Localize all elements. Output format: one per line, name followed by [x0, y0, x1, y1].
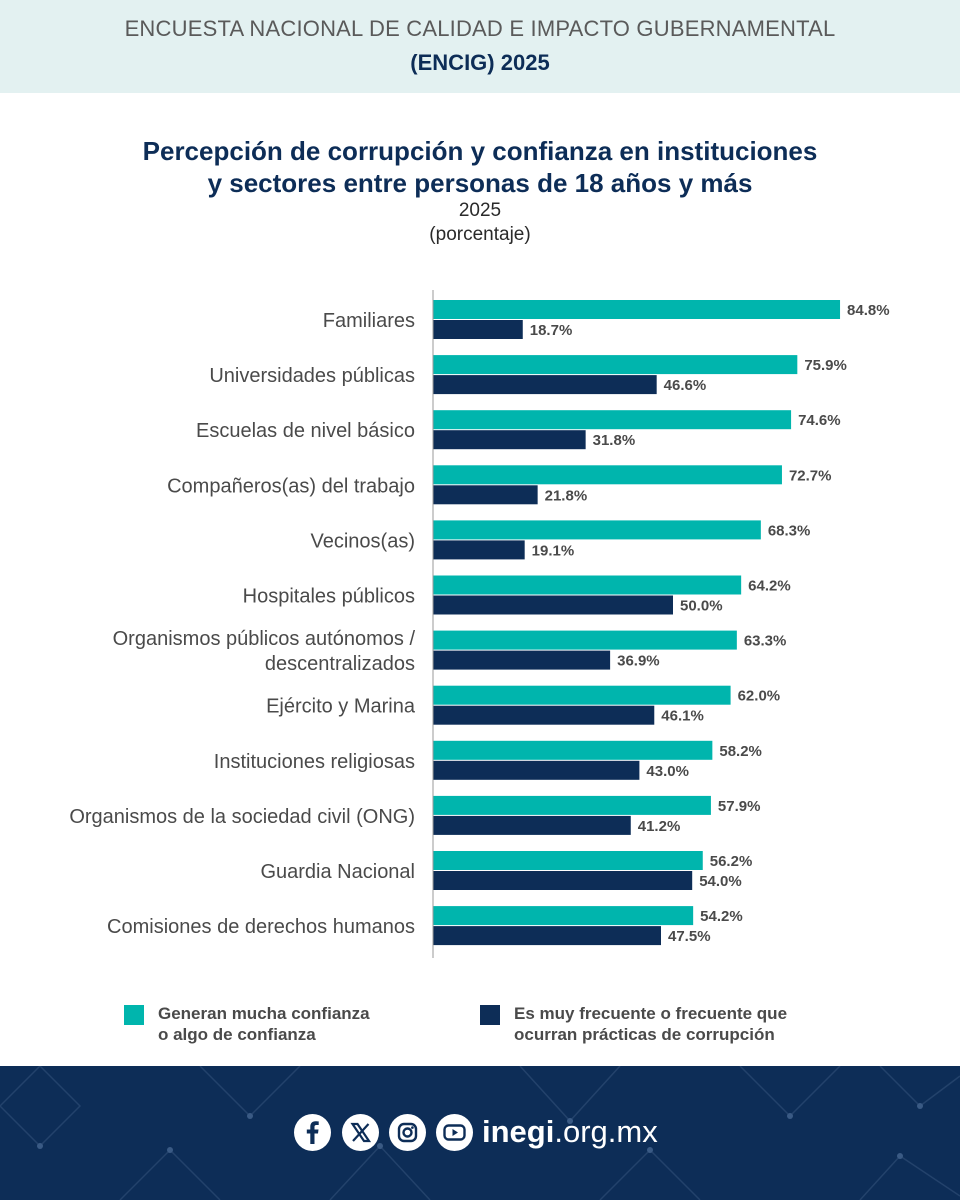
value-label-confianza: 54.2%	[700, 908, 743, 925]
legend-label-corrupcion-line-2: ocurran prácticas de corrupción	[514, 1025, 775, 1044]
bar-corrupcion	[433, 595, 673, 615]
legend-label-corrupcion-line-1: Es muy frecuente o frecuente que	[514, 1004, 788, 1023]
value-label-corrupcion: 54.0%	[699, 873, 742, 890]
value-label-corrupcion: 50.0%	[680, 598, 723, 615]
instagram-icon[interactable]	[389, 1114, 426, 1151]
bar-corrupcion	[433, 485, 538, 505]
bar-confianza	[433, 906, 694, 926]
bar-confianza	[433, 300, 841, 319]
chart-year: 2025	[458, 200, 502, 221]
chart-title-line-2: y sectores entre personas de 18 años y m…	[207, 168, 753, 198]
legend-label-corrupcion: Es muy frecuente o frecuente que ocurran…	[514, 1003, 787, 1045]
chart-unit: (porcentaje)	[429, 224, 531, 245]
value-label-confianza: 64.2%	[748, 578, 791, 595]
value-label-confianza: 58.2%	[719, 743, 762, 760]
chart-title-line-1: Percepción de corrupción y confianza en …	[142, 136, 818, 166]
bar-chart: Familiares 84.8% 18.7% Universidades públic…	[69, 290, 890, 958]
legend-swatch-confianza	[124, 1005, 144, 1025]
bar-corrupcion	[433, 375, 657, 395]
value-label-corrupcion: 21.8%	[545, 487, 588, 504]
bar-confianza	[433, 630, 737, 650]
value-label-corrupcion: 19.1%	[532, 542, 575, 559]
category-label: Universidades públicas	[209, 365, 415, 387]
survey-acronym: (ENCIG) 2025	[410, 50, 550, 75]
bar-corrupcion	[433, 705, 655, 725]
youtube-icon[interactable]	[436, 1114, 473, 1151]
value-label-corrupcion: 41.2%	[638, 818, 681, 835]
value-label-confianza: 72.7%	[789, 467, 832, 484]
bar-corrupcion	[433, 760, 640, 780]
bar-confianza	[433, 355, 798, 375]
footer-pattern	[0, 1066, 960, 1200]
value-label-confianza: 68.3%	[768, 522, 811, 539]
legend-swatch-corrupcion	[480, 1005, 500, 1025]
category-label: descentralizados	[265, 653, 415, 675]
value-label-corrupcion: 46.6%	[664, 377, 707, 394]
footer-band	[0, 1066, 960, 1200]
value-label-corrupcion: 47.5%	[668, 928, 711, 945]
bar-confianza	[433, 575, 742, 595]
category-label: Organismos de la sociedad civil (ONG)	[69, 806, 415, 828]
category-label: Instituciones religiosas	[214, 751, 415, 773]
category-label: Vecinos(as)	[311, 530, 416, 552]
value-label-corrupcion: 36.9%	[617, 653, 660, 670]
category-label: Compañeros(as) del trabajo	[167, 475, 415, 497]
category-label: Organismos públicos autónomos /	[113, 628, 416, 650]
value-label-corrupcion: 31.8%	[593, 432, 636, 449]
bar-corrupcion	[433, 540, 525, 560]
value-label-confianza: 57.9%	[718, 798, 761, 815]
legend-label-confianza: Generan mucha confianza o algo de confia…	[158, 1003, 370, 1045]
bar-confianza	[433, 851, 703, 870]
category-label: Comisiones de derechos humanos	[107, 916, 415, 938]
category-label: Ejército y Marina	[266, 696, 416, 718]
bar-corrupcion	[433, 650, 611, 670]
category-label: Familiares	[323, 310, 415, 332]
legend-label-confianza-line-2: o algo de confianza	[158, 1025, 316, 1044]
bar-confianza	[433, 410, 792, 430]
value-label-corrupcion: 43.0%	[646, 763, 689, 780]
bar-corrupcion	[433, 320, 523, 339]
bar-confianza	[433, 520, 761, 540]
value-label-corrupcion: 46.1%	[661, 708, 704, 725]
value-label-confianza: 74.6%	[798, 412, 841, 429]
website-domain-suffix: .org.mx	[554, 1114, 658, 1149]
bar-confianza	[433, 795, 711, 815]
bar-corrupcion	[433, 926, 661, 946]
bar-confianza	[433, 740, 713, 760]
website-domain-bold: inegi	[482, 1114, 555, 1149]
bar-corrupcion	[433, 430, 586, 450]
x-icon[interactable]	[342, 1114, 379, 1151]
bar-confianza	[433, 685, 731, 705]
value-label-corrupcion: 18.7%	[530, 322, 573, 339]
value-label-confianza: 63.3%	[744, 633, 787, 650]
survey-name: ENCUESTA NACIONAL DE CALIDAD E IMPACTO G…	[124, 16, 836, 41]
category-label: Escuelas de nivel básico	[196, 420, 415, 442]
facebook-icon[interactable]	[294, 1114, 331, 1151]
website-link[interactable]: inegi.org.mx	[482, 1112, 658, 1152]
category-label: Hospitales públicos	[243, 586, 415, 608]
bar-corrupcion	[433, 871, 693, 890]
bar-corrupcion	[433, 815, 631, 835]
category-label: Guardia Nacional	[260, 861, 415, 883]
value-label-confianza: 62.0%	[738, 688, 781, 705]
value-label-confianza: 84.8%	[847, 302, 890, 319]
value-label-confianza: 56.2%	[710, 853, 753, 870]
header-band: ENCUESTA NACIONAL DE CALIDAD E IMPACTO G…	[0, 0, 960, 93]
legend-label-confianza-line-1: Generan mucha confianza	[158, 1004, 370, 1023]
chart-title-block: Percepción de corrupción y confianza en …	[0, 135, 960, 247]
bar-confianza	[433, 465, 782, 485]
value-label-confianza: 75.9%	[804, 357, 847, 374]
